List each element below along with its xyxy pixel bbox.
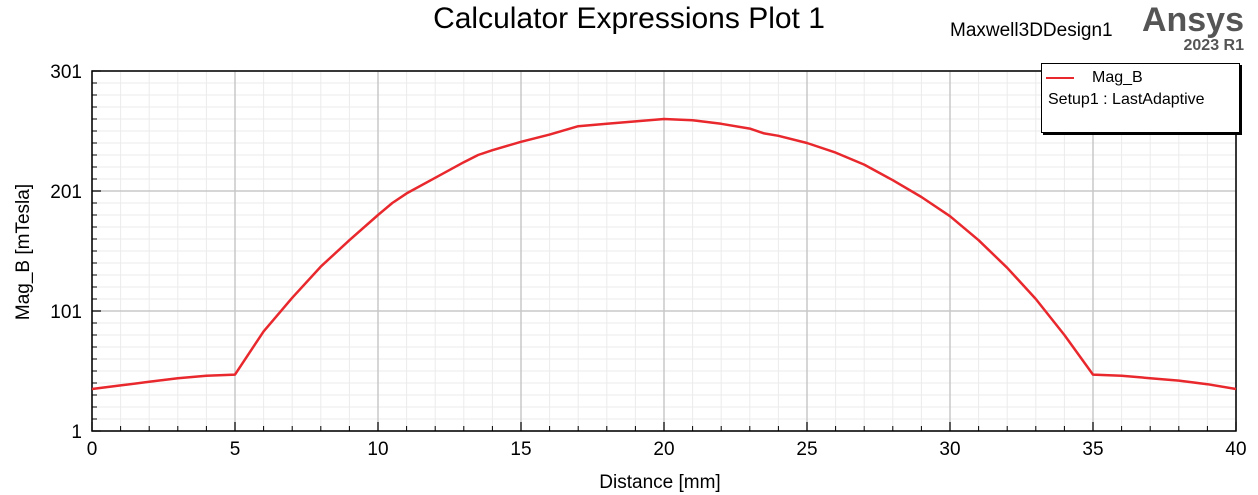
series-layer (91, 117, 1237, 391)
brand-logo: Ansys 2023 R1 (1142, 2, 1244, 54)
y-tick-labels: 1 101 201 301 (50, 62, 82, 443)
legend-setup-label: Setup1 : LastAdaptive (1048, 91, 1205, 108)
y-tick-label: 201 (50, 182, 82, 203)
brand-version: 2023 R1 (1183, 37, 1245, 54)
x-tick-label: 10 (367, 439, 388, 460)
x-tick-labels: 0 5 10 15 20 25 30 35 40 (87, 439, 1247, 460)
x-tick-label: 40 (1225, 439, 1246, 460)
legend-entry: Mag_B (1046, 69, 1143, 87)
x-tick-label: 35 (1082, 439, 1103, 460)
x-tick-label: 25 (796, 439, 817, 460)
design-name: Maxwell3DDesign1 (950, 20, 1113, 41)
x-tick-label: 30 (939, 439, 960, 460)
y-tick-label: 1 (71, 422, 82, 443)
x-tick-label: 15 (510, 439, 531, 460)
y-tick-label: 301 (50, 62, 82, 83)
brand-name: Ansys (1141, 1, 1244, 39)
y-tick-label: 101 (50, 302, 82, 323)
legend-series-label: Mag_B (1092, 69, 1143, 86)
plot-frame (91, 70, 1237, 432)
x-tick-label: 5 (230, 439, 241, 460)
axis-ticks (91, 70, 1237, 432)
legend[interactable]: Mag_B Setup1 : LastAdaptive (1041, 63, 1240, 133)
chart-title: Calculator Expressions Plot 1 (433, 2, 825, 35)
series-line-mag-b (91, 117, 1237, 391)
x-tick-label: 20 (653, 439, 674, 460)
legend-swatch (1046, 77, 1074, 79)
y-axis-label: Mag_B [mTesla] (13, 184, 34, 320)
x-tick-label: 0 (87, 439, 98, 460)
x-axis-label: Distance [mm] (599, 472, 720, 493)
